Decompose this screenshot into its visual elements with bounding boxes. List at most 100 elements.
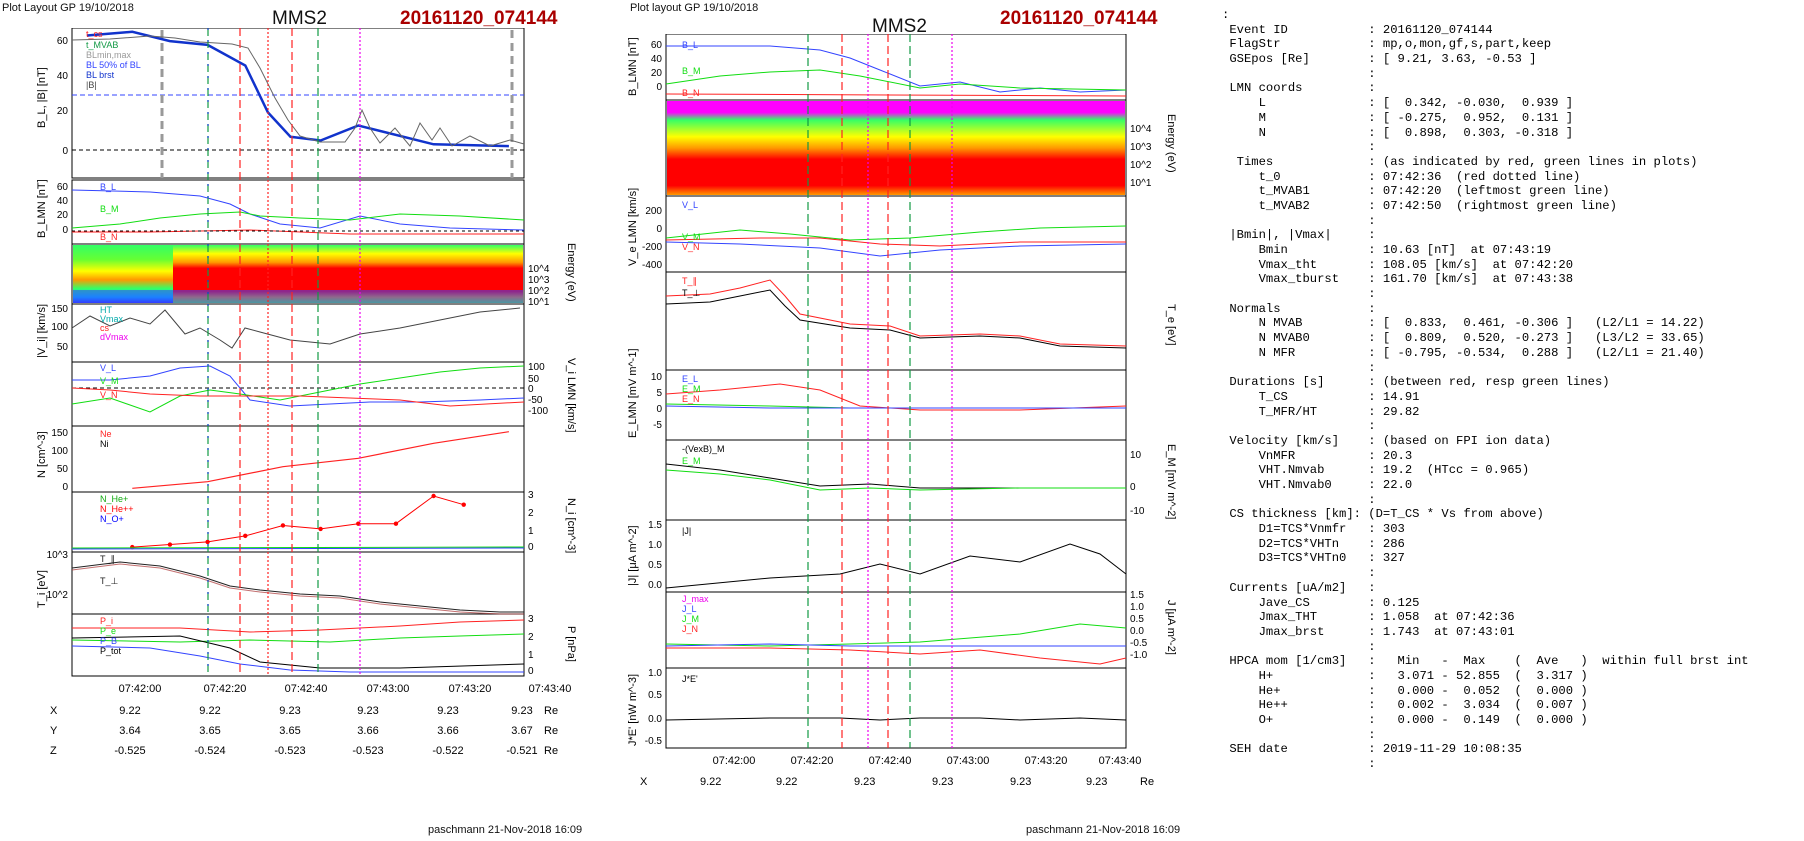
r-yt-j-05: 0.5 bbox=[648, 560, 662, 571]
r-yt-blmn-60: 60 bbox=[651, 40, 663, 51]
r-lg-bn: B_N bbox=[682, 88, 700, 98]
r-lg-je: J*E' bbox=[682, 674, 698, 684]
info-line: Event ID : 20161120_074144 bbox=[1222, 22, 1493, 37]
yt-p-3: 3 bbox=[528, 614, 534, 625]
r-yl-j: |J| [μA m^-2] bbox=[627, 525, 639, 586]
lg-pi: P_i bbox=[100, 616, 113, 626]
r-yt-jl-m10: -1.0 bbox=[1130, 650, 1148, 661]
cy2: 3.65 bbox=[279, 725, 300, 737]
info-line: : bbox=[1222, 757, 1376, 772]
r-xt-3: 07:43:00 bbox=[947, 755, 990, 767]
xt-3: 07:43:00 bbox=[367, 683, 410, 695]
panel-bl-frame bbox=[71, 28, 525, 179]
r-yt-e-10: 10 bbox=[651, 372, 663, 383]
yt-spec-1e3: 10^3 bbox=[528, 275, 550, 286]
yt-vlmn-0: 0 bbox=[528, 384, 534, 395]
r-xt-5: 07:43:40 bbox=[1099, 755, 1142, 767]
lg-vmax: Vmax bbox=[100, 314, 124, 324]
yl-blmn: B_LMN [nT] bbox=[36, 179, 48, 238]
info-line: N MFR : [ -0.795, -0.534, 0.288 ] (L2/L1… bbox=[1222, 345, 1705, 360]
r-lg-em2: E_M bbox=[682, 456, 701, 466]
panel-n-frame bbox=[71, 425, 525, 493]
r-lg-em: E_M bbox=[682, 384, 701, 394]
info-line: Vmax_tht : 108.05 [km/s] at 07:42:20 bbox=[1222, 257, 1574, 272]
r-xt-0: 07:42:00 bbox=[713, 755, 756, 767]
info-line: : bbox=[1222, 140, 1376, 155]
info-line: Vmax_tburst : 161.70 [km/s] at 07:43:38 bbox=[1222, 272, 1574, 287]
lg-ne: Ne bbox=[100, 429, 112, 439]
yt-ni-1: 1 bbox=[528, 526, 534, 537]
yt-vlmn-100: 100 bbox=[528, 362, 545, 373]
yt-spec-1e1: 10^1 bbox=[528, 297, 550, 308]
coord-y-unit: Re bbox=[544, 725, 558, 737]
panel-ti-frame bbox=[71, 551, 525, 615]
info-line: FlagStr : mp,o,mon,gf,s,part,keep bbox=[1222, 37, 1552, 52]
info-line: D3=TCS*VHTn0 : 327 bbox=[1222, 551, 1405, 566]
r-panel-ve-frame bbox=[665, 195, 1127, 273]
yt-bl-60: 60 bbox=[57, 36, 69, 47]
coord-z-label: Z bbox=[50, 745, 57, 757]
info-line: : bbox=[1222, 566, 1376, 581]
lg-heplusplus: N_He++ bbox=[100, 504, 134, 514]
info-line: O+ : 0.000 - 0.149 ( 0.000 ) bbox=[1222, 713, 1588, 727]
r-panel-em-frame bbox=[665, 439, 1127, 521]
info-line: t_0 : 07:42:36 (red dotted line) bbox=[1222, 169, 1581, 184]
r-cx2: 9.23 bbox=[854, 776, 876, 788]
left-footer: paschmann 21-Nov-2018 16:09 bbox=[428, 824, 583, 836]
yt-n-150: 150 bbox=[51, 428, 68, 439]
r-yt-spec-1e1: 10^1 bbox=[1130, 178, 1152, 189]
yt-ti-1e3: 10^3 bbox=[47, 550, 69, 561]
cx1: 9.22 bbox=[199, 705, 220, 717]
info-line: He++ : 0.002 - 3.034 ( 0.007 ) bbox=[1222, 698, 1588, 713]
ni-series-line bbox=[132, 431, 509, 489]
right-coords-table: X 9.22 9.22 9.23 9.23 9.23 9.23 Re bbox=[640, 776, 1180, 838]
r-yt-jl-m05: -0.5 bbox=[1130, 638, 1148, 649]
lg-pb: P_B bbox=[100, 636, 117, 646]
r-lg-tperp: T_⊥ bbox=[682, 288, 701, 298]
lg-bm: B_M bbox=[100, 204, 119, 214]
coord-z-unit: Re bbox=[544, 745, 558, 757]
r-yt-spec-1e4: 10^4 bbox=[1130, 124, 1152, 135]
cz2: -0.523 bbox=[274, 745, 305, 757]
xt-1: 07:42:20 bbox=[204, 683, 247, 695]
yt-blmn-60: 60 bbox=[57, 182, 69, 193]
r-yl-te: T_e [eV] bbox=[1165, 304, 1177, 346]
lg-tpar: T_∥ bbox=[100, 554, 115, 564]
info-line: M : [ -0.275, 0.952, 0.131 ] bbox=[1222, 110, 1574, 125]
r-yt-ve-m200: -200 bbox=[642, 242, 662, 253]
r-yt-blmn-0: 0 bbox=[656, 82, 662, 93]
right-event-title: 20161120_074144 bbox=[1000, 8, 1158, 29]
r-yl-e: E_LMN [mV m^-1] bbox=[627, 348, 639, 438]
xt-0: 07:42:00 bbox=[119, 683, 162, 695]
he-plus-plus-point bbox=[431, 493, 436, 499]
info-line: Currents [uA/m2] : bbox=[1222, 580, 1376, 595]
yl-ti: T_i [eV] bbox=[36, 570, 48, 608]
he-plus-plus-series bbox=[130, 493, 466, 550]
r-yt-jl-05: 0.5 bbox=[1130, 614, 1144, 625]
lg-tperp: T_⊥ bbox=[100, 576, 119, 586]
r-yt-jl-00: 0.0 bbox=[1130, 626, 1144, 637]
cy1: 3.65 bbox=[199, 725, 220, 737]
info-line: HPCA mom [1/cm3] : Min - Max ( Ave ) wit… bbox=[1222, 654, 1749, 669]
lg-bl: B_L bbox=[100, 182, 116, 192]
r-lg-jn: J_N bbox=[682, 624, 698, 634]
info-line: T_MFR/HT : 29.82 bbox=[1222, 404, 1420, 419]
left-event-title: 20161120_074144 bbox=[400, 8, 558, 29]
info-line: : bbox=[1222, 8, 1230, 22]
r-lg-tpar: T_∥ bbox=[682, 276, 697, 286]
yt-vi-50: 50 bbox=[57, 342, 69, 353]
lg-vm: V_M bbox=[100, 376, 119, 386]
bl-series-line bbox=[86, 30, 509, 148]
r-lg-vl: V_L bbox=[682, 200, 698, 210]
info-line: VnMFR : 20.3 bbox=[1222, 448, 1413, 463]
lg-heplus: N_He+ bbox=[100, 494, 128, 504]
cx0: 9.22 bbox=[119, 705, 140, 717]
r-yt-je-10: 1.0 bbox=[648, 668, 662, 679]
info-line: : bbox=[1222, 492, 1376, 507]
r-lg-jmax: J_max bbox=[682, 594, 709, 604]
yt-blmn-40: 40 bbox=[57, 196, 69, 207]
info-line: : bbox=[1222, 639, 1376, 654]
yt-p-1: 1 bbox=[528, 650, 534, 661]
info-line: VHT.Nmvab : 19.2 (HTcc = 0.965) bbox=[1222, 463, 1530, 478]
info-line: Jave_CS : 0.125 bbox=[1222, 595, 1420, 610]
